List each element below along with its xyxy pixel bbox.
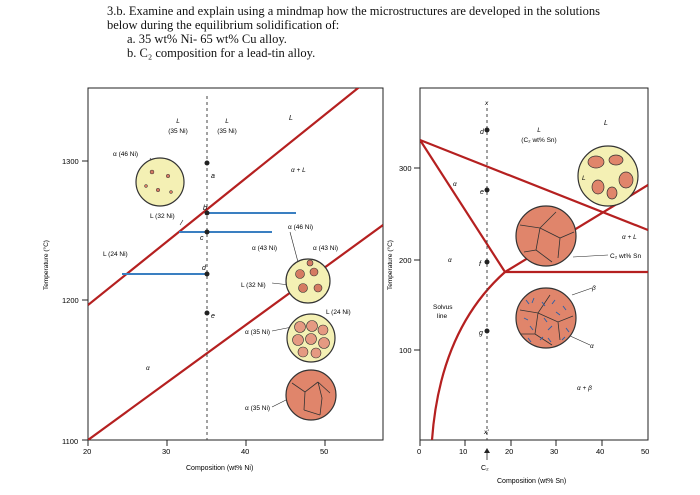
label-L35-1b: (35 Ni) bbox=[168, 128, 188, 135]
leader-a46b bbox=[289, 231, 299, 263]
ytick-label-100: 100 bbox=[399, 346, 412, 355]
pb-sn-xlabel: Composition (wt% Sn) bbox=[497, 478, 566, 485]
leader-beta bbox=[571, 287, 593, 296]
ytick-label-1300: 1300 bbox=[62, 157, 79, 166]
leader-L32 bbox=[179, 219, 184, 226]
ytick-label-1100: 1100 bbox=[62, 437, 78, 446]
micro-circle-alpha-grains bbox=[515, 205, 577, 267]
label-a: a bbox=[211, 173, 215, 180]
label-a43b: α (43 Ni) bbox=[313, 245, 338, 252]
label-alpha-region: α bbox=[453, 181, 457, 188]
label-alpha-2: α bbox=[590, 343, 594, 350]
micro-label-L: L bbox=[582, 175, 586, 182]
solidus-line bbox=[88, 224, 383, 440]
question-item-a: a. 35 wt% Ni- 65 wt% Cu alloy. bbox=[127, 32, 287, 46]
label-x-prime: x′ bbox=[483, 429, 489, 436]
micro-circle-alpha-beta bbox=[515, 287, 577, 349]
pb-sn-ylabel: Temperature (°C) bbox=[386, 240, 394, 290]
xtick-label-50: 50 bbox=[320, 447, 328, 456]
point-c bbox=[204, 229, 210, 235]
liquidus-left bbox=[420, 139, 506, 273]
label-alpha-beta: α + β bbox=[577, 385, 592, 392]
leader-alpha-2 bbox=[567, 334, 591, 346]
question-line-2: below during the equilibrium solidificat… bbox=[107, 18, 340, 32]
label-x: x bbox=[484, 100, 489, 107]
question-text: 3.b. Examine and explain using a mindmap… bbox=[107, 4, 600, 60]
label-beta: β bbox=[591, 285, 596, 292]
label-c2-wt-sn: C₂ wt% Sn bbox=[610, 253, 641, 260]
ytick-label-200: 200 bbox=[399, 256, 412, 265]
label-L32: L (32 Ni) bbox=[150, 213, 175, 220]
cu-ni-xlabel: Composition (wt% Ni) bbox=[186, 465, 253, 472]
ytick-label-300: 300 bbox=[399, 164, 412, 173]
question-item-b: b. C₂ composition for a lead-tin alloy. bbox=[127, 46, 316, 60]
label-e: e bbox=[480, 189, 484, 196]
label-f: f bbox=[479, 261, 482, 268]
solvus-curve bbox=[430, 271, 506, 440]
micro-circle-L-alpha: L bbox=[577, 145, 639, 207]
xtick-label-0: 0 bbox=[417, 447, 421, 456]
ytick-label-1200: 1200 bbox=[62, 296, 79, 305]
micro-circle-a35-solidifying bbox=[286, 313, 336, 363]
xtick-label-50: 50 bbox=[641, 447, 649, 456]
label-solvus-1: Solvus bbox=[433, 304, 453, 311]
label-L35-1a: L bbox=[176, 118, 180, 125]
solidus-line bbox=[420, 138, 648, 232]
label-d: d bbox=[480, 129, 485, 136]
label-L35-2b: (35 Ni) bbox=[217, 128, 237, 135]
label-alpha-plus-L: α + L bbox=[622, 234, 637, 241]
label-L-c2-1: L bbox=[537, 127, 541, 134]
question-line-1: 3.b. Examine and explain using a mindmap… bbox=[107, 4, 600, 18]
point-a bbox=[204, 160, 210, 166]
c2-arrow-head bbox=[484, 448, 490, 453]
label-a46b: α (46 Ni) bbox=[288, 224, 313, 231]
label-a35b: α (35 Ni) bbox=[245, 405, 270, 412]
label-L-c2-2: (C₂ wt% Sn) bbox=[521, 137, 556, 144]
label-L24: L (24 Ni) bbox=[103, 251, 128, 258]
xtick-label-40: 40 bbox=[241, 447, 249, 456]
xtick-label-30: 30 bbox=[162, 447, 170, 456]
point-d bbox=[484, 127, 490, 133]
label-a43: α (43 Ni) bbox=[252, 245, 277, 252]
label-alpha-plus-L: α + L bbox=[291, 167, 306, 174]
point-e bbox=[484, 187, 490, 193]
c2-axis-label: C₂ bbox=[481, 465, 489, 472]
label-alpha-left: α bbox=[448, 257, 452, 264]
xtick-label-20: 20 bbox=[505, 447, 513, 456]
cu-ni-plot-frame bbox=[87, 87, 384, 441]
cu-ni-ylabel: Temperature (°C) bbox=[42, 240, 50, 290]
label-a46: α (46 Ni) bbox=[113, 151, 138, 158]
micro-circle-a43 bbox=[285, 258, 331, 304]
point-b bbox=[204, 210, 210, 216]
label-d: d bbox=[202, 265, 207, 272]
point-e bbox=[204, 310, 210, 316]
point-g bbox=[484, 328, 490, 334]
micro-circle-a46 bbox=[135, 157, 185, 207]
micro-circle-a35-solid bbox=[285, 369, 337, 421]
liquidus-line bbox=[88, 88, 360, 306]
label-a35: α (35 Ni) bbox=[245, 329, 270, 336]
label-g: g bbox=[479, 330, 483, 337]
label-e: e bbox=[211, 313, 215, 320]
region-L: L bbox=[604, 120, 608, 127]
cu-ni-phase-diagram: a b c d e 1300 1200 1100 20 30 40 50 Com… bbox=[42, 87, 384, 472]
label-alpha-region: α bbox=[146, 365, 150, 372]
xtick-label-10: 10 bbox=[459, 447, 467, 456]
label-c: c bbox=[200, 235, 204, 242]
xtick-label-30: 30 bbox=[550, 447, 558, 456]
leader-c2-sn bbox=[572, 254, 609, 258]
point-f bbox=[484, 259, 490, 265]
point-d bbox=[204, 271, 210, 277]
label-solvus-2: line bbox=[437, 313, 448, 320]
xtick-label-40: 40 bbox=[596, 447, 604, 456]
leader-a35 bbox=[271, 326, 293, 332]
label-L35-2a: L bbox=[225, 118, 229, 125]
pb-sn-phase-diagram: d e f g x x′ 300 200 100 0 10 20 30 40 5… bbox=[386, 87, 649, 485]
xtick-label-20: 20 bbox=[83, 447, 91, 456]
region-L: L bbox=[289, 115, 293, 122]
label-L24b: L (24 Ni) bbox=[326, 309, 351, 316]
label-b: b bbox=[203, 205, 207, 212]
label-L32b: L (32 Ni) bbox=[241, 282, 266, 289]
